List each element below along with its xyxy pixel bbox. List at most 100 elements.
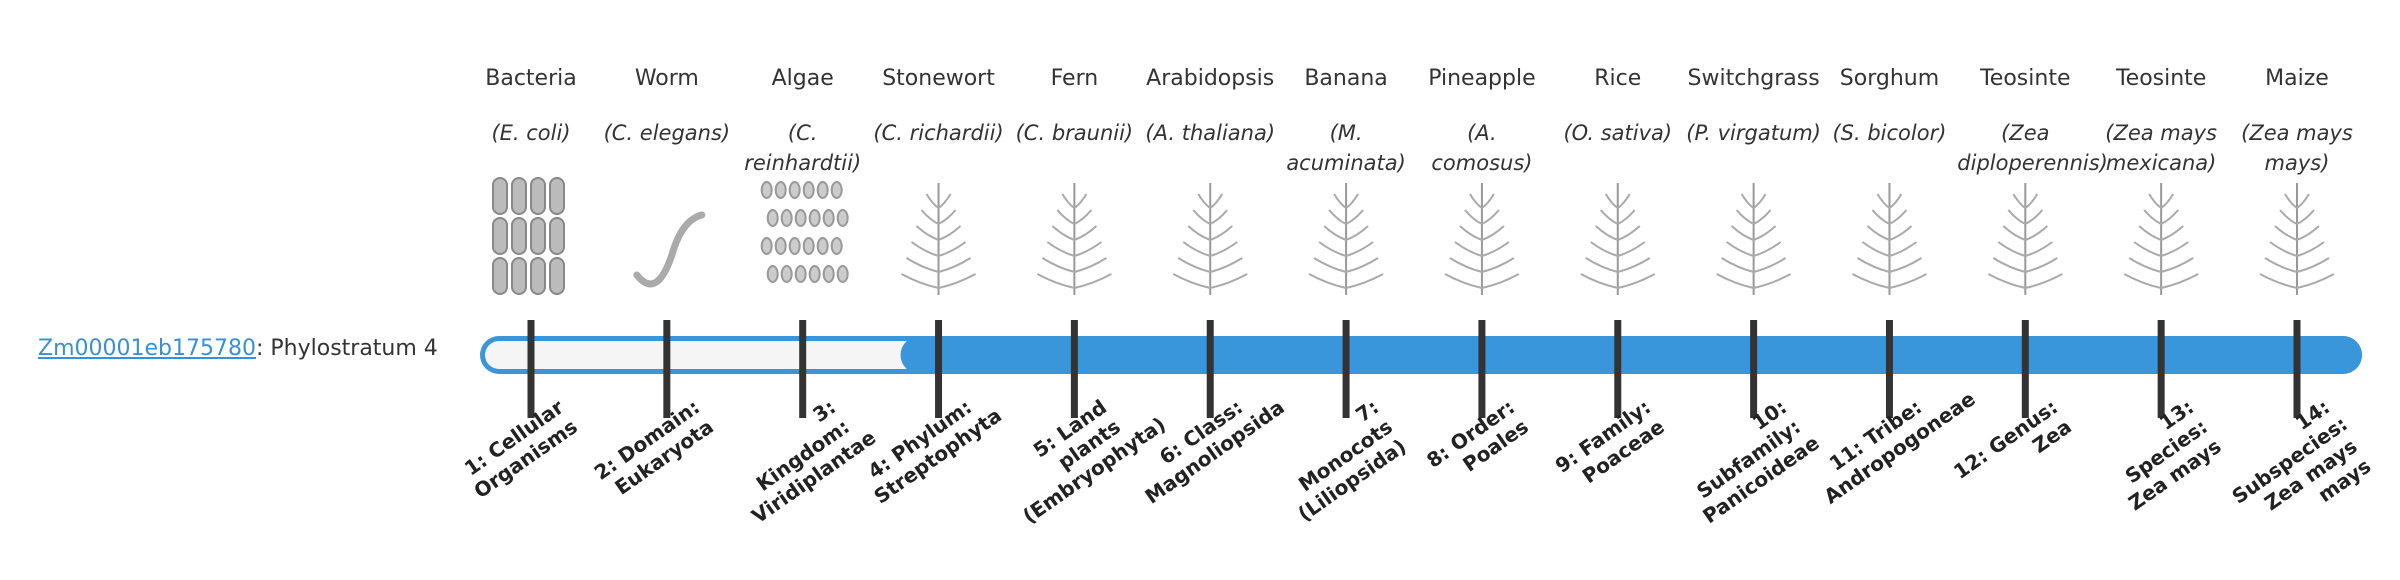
alga — [816, 181, 829, 199]
common-name: Banana — [1304, 66, 1388, 91]
common-name: Switchgrass — [1687, 66, 1820, 91]
leaf — [2269, 241, 2325, 257]
leaf — [1449, 257, 1515, 273]
alga — [802, 181, 815, 199]
leaf — [1192, 209, 1228, 225]
leaf — [1197, 193, 1224, 209]
common-name: Pineapple — [1428, 66, 1536, 91]
alga — [766, 265, 779, 283]
leaf — [1595, 225, 1641, 241]
cell — [492, 257, 508, 295]
leaf — [1585, 257, 1651, 273]
taxon-icon — [1036, 183, 1112, 295]
scientific-name: (C. elegans) — [603, 121, 731, 145]
leaf — [1871, 209, 1908, 225]
common-name: Bacteria — [485, 66, 577, 91]
taxon-icon — [492, 177, 565, 295]
common-name: Stonewort — [882, 66, 995, 91]
leaf — [1333, 193, 1359, 209]
alga — [766, 209, 779, 227]
leaf — [1041, 257, 1107, 273]
leaf — [1056, 209, 1093, 225]
leaf — [910, 241, 967, 257]
leaf — [1856, 257, 1922, 273]
leaf — [1735, 209, 1772, 225]
leaf — [1328, 209, 1364, 225]
scientific-name: (O. sativa) — [1563, 121, 1673, 145]
alga — [836, 209, 849, 227]
leaf — [1061, 193, 1088, 209]
leaf — [1726, 241, 1782, 257]
alga — [760, 181, 773, 199]
leaf — [2138, 225, 2184, 241]
leaf — [2128, 257, 2194, 273]
leaf — [1444, 273, 1520, 289]
taxon-icon — [1987, 183, 2063, 295]
leaf — [920, 209, 957, 225]
phylostratum-label: : Phylostratum 4 — [255, 336, 438, 361]
scientific-name: (Zea mays mexicana) — [2105, 121, 2218, 175]
leaf — [1177, 257, 1243, 273]
alga — [760, 237, 773, 255]
taxon-icon — [1716, 183, 1792, 295]
leaf — [1036, 273, 1112, 289]
alga — [788, 237, 801, 255]
alga — [808, 209, 821, 227]
leaf — [901, 273, 977, 289]
scientific-name: (P. virgatum) — [1686, 121, 1821, 145]
taxon-icon — [1580, 183, 1656, 295]
leaf — [1600, 209, 1636, 225]
alga — [822, 209, 835, 227]
taxon-icon — [1172, 183, 1248, 295]
taxon-icon — [1444, 183, 1520, 295]
alga — [774, 237, 787, 255]
alga — [830, 181, 843, 199]
scientific-name: (C. braunii) — [1015, 121, 1134, 145]
common-name: Teosinte — [1980, 66, 2071, 91]
leaf — [1318, 241, 1374, 257]
leaf — [1308, 273, 1384, 289]
leaf — [2259, 273, 2335, 289]
leaf — [1323, 225, 1369, 241]
common-name: Worm — [634, 66, 699, 91]
cell — [492, 177, 508, 215]
scientific-name: (Zea mays mays) — [2241, 121, 2353, 175]
cell — [492, 217, 508, 255]
leaf — [2284, 193, 2310, 209]
leaf — [2264, 257, 2330, 273]
alga — [802, 237, 815, 255]
leaf — [906, 257, 972, 273]
leaf — [1590, 241, 1646, 257]
common-name: Sorghum — [1839, 66, 1940, 91]
leaf — [2148, 193, 2175, 209]
leaf — [1172, 273, 1248, 289]
leaf — [1046, 241, 1102, 257]
alga — [808, 265, 821, 283]
gene-link[interactable]: Zm00001eb175780 — [38, 336, 256, 361]
scientific-name: (Zea diploperennis) — [1957, 121, 2108, 175]
cell — [549, 177, 565, 215]
alga — [794, 209, 807, 227]
leaf — [2279, 209, 2315, 225]
leaf — [1721, 257, 1787, 273]
common-name: Rice — [1594, 66, 1642, 91]
alga — [836, 265, 849, 283]
leaf — [925, 193, 952, 209]
leaf — [2123, 273, 2199, 289]
leaf — [1469, 193, 1495, 209]
taxon-icon — [633, 211, 706, 288]
scientific-name: (A. comosus) — [1431, 121, 1533, 175]
scientific-name: (S. bicolor) — [1832, 121, 1947, 145]
scientific-name: (M. acuminata) — [1286, 121, 1406, 175]
gene-label: Zm00001eb175780: Phylostratum 4 — [38, 336, 438, 361]
leaf — [1730, 225, 1777, 241]
leaf — [2002, 225, 2048, 241]
leaf — [1851, 273, 1927, 289]
leaf — [1861, 241, 1918, 257]
cell — [530, 257, 546, 295]
leaf — [1051, 225, 1098, 241]
cell — [549, 217, 565, 255]
taxon-icon — [2123, 183, 2199, 295]
